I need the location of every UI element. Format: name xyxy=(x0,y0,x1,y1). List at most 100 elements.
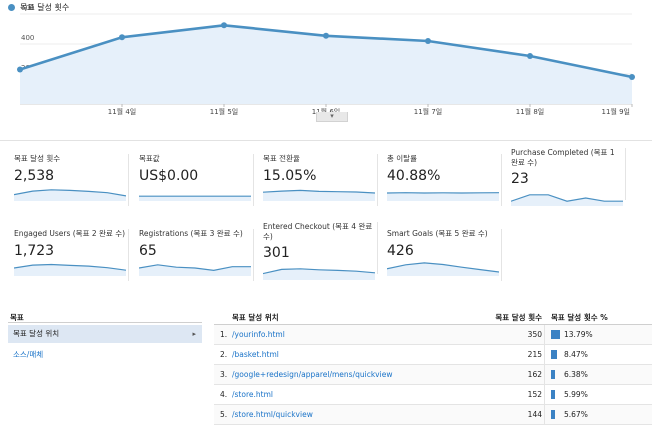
table-row: 5. /store.html/quickview 144 5.67% xyxy=(214,405,652,425)
sparkline-line xyxy=(387,262,499,273)
metric-value: 40.88% xyxy=(387,168,441,184)
row-page-link[interactable]: /basket.html xyxy=(232,350,279,359)
metric-tile[interactable]: 목표값 US$0.00 xyxy=(139,154,254,206)
row-share-bar xyxy=(551,370,555,379)
metric-tile[interactable]: Smart Goals (목표 5 완료 수) 426 xyxy=(387,229,502,281)
sparkline-line xyxy=(511,194,623,202)
column-separator xyxy=(544,345,545,364)
metric-value: 301 xyxy=(263,245,290,261)
metric-tile[interactable]: Engaged Users (목표 2 완료 수) 1,723 xyxy=(14,229,129,281)
sparkline-area xyxy=(511,194,623,206)
chart-legend: 목표 달성 횟수 xyxy=(8,2,69,13)
sparkline-line xyxy=(14,189,126,197)
goal-location-table: 목표 달성 위치 목표 달성 횟수 목표 달성 횟수 % 1. /yourinfo… xyxy=(214,312,652,425)
row-share-bar xyxy=(551,330,560,339)
goal-dimension-label: 목표 달성 위치 xyxy=(13,329,60,338)
header-pct[interactable]: 목표 달성 횟수 % xyxy=(551,313,608,322)
metric-tile[interactable]: 목표 전환율 15.05% xyxy=(263,154,378,206)
sparkline-line xyxy=(139,264,251,272)
source-medium-link[interactable]: 소스/매체 xyxy=(13,350,44,359)
sparkline-area xyxy=(387,262,499,276)
sparkline-area xyxy=(263,268,375,280)
metric-value: 1,723 xyxy=(14,243,55,259)
column-separator xyxy=(544,365,545,384)
chevron-down-icon[interactable]: ▾ xyxy=(316,112,348,122)
row-share-bar xyxy=(551,350,557,359)
header-count[interactable]: 목표 달성 횟수 xyxy=(495,313,542,322)
row-pct: 13.79% xyxy=(564,330,593,339)
metric-value: 2,538 xyxy=(14,168,55,184)
row-count: 215 xyxy=(527,350,542,359)
table-row: 2. /basket.html 215 8.47% xyxy=(214,345,652,365)
metric-tile[interactable]: Registrations (목표 3 완료 수) 65 xyxy=(139,229,254,281)
data-point xyxy=(17,66,23,73)
data-point xyxy=(221,22,227,29)
row-count: 144 xyxy=(527,410,542,419)
section-divider xyxy=(0,140,652,141)
row-index: 4. xyxy=(220,390,228,399)
metric-tile[interactable]: Entered Checkout (목표 4 완료 수) 301 xyxy=(263,222,378,280)
goal-panel-divider xyxy=(8,322,202,323)
header-page[interactable]: 목표 달성 위치 xyxy=(232,313,279,322)
sparkline xyxy=(387,262,499,276)
metric-value: US$0.00 xyxy=(139,168,199,184)
row-page-link[interactable]: /yourinfo.html xyxy=(232,330,285,339)
metric-label: Entered Checkout (목표 4 완료 수) xyxy=(263,222,373,241)
goal-dimension-selected[interactable]: 목표 달성 위치 ▸ xyxy=(8,325,202,343)
data-point xyxy=(119,34,125,41)
sparkline xyxy=(387,192,499,201)
x-tick-label: 11월 6일 xyxy=(312,107,340,116)
metric-label: 목표값 xyxy=(139,154,160,163)
sparkline-area xyxy=(263,190,375,201)
metric-label: Registrations (목표 3 완료 수) xyxy=(139,229,243,238)
row-pct: 5.67% xyxy=(564,410,588,419)
metric-label: 목표 달성 횟수 xyxy=(14,154,61,163)
x-tick-label: 11월 5일 xyxy=(210,107,238,116)
sparkline-line xyxy=(263,268,375,275)
metric-tile[interactable]: 총 이탈률 40.88% xyxy=(387,154,502,206)
row-pct: 5.99% xyxy=(564,390,588,399)
x-tick-label: 11월 7일 xyxy=(414,107,442,116)
row-index: 2. xyxy=(220,350,228,359)
data-point xyxy=(425,38,431,44)
x-tick-label: 11월 4일 xyxy=(108,107,136,116)
metric-label: Engaged Users (목표 2 완료 수) xyxy=(14,229,126,238)
metric-label: Smart Goals (목표 5 완료 수) xyxy=(387,229,488,238)
row-share-bar xyxy=(551,390,555,399)
sparkline-area xyxy=(139,264,251,276)
row-count: 350 xyxy=(527,330,542,339)
sparkline xyxy=(139,195,251,201)
metric-tile[interactable]: 목표 달성 횟수 2,538 xyxy=(14,154,129,206)
metric-tile[interactable]: Purchase Completed (목표 1 완료 수) 23 xyxy=(511,148,626,206)
row-share-bar xyxy=(551,410,555,419)
row-page-link[interactable]: /store.html xyxy=(232,390,273,399)
table-row: 1. /yourinfo.html 350 13.79% xyxy=(214,325,652,345)
y-tick-label: 400 xyxy=(21,34,34,42)
row-index: 5. xyxy=(220,410,228,419)
row-index: 1. xyxy=(220,330,228,339)
table-row: 4. /store.html 152 5.99% xyxy=(214,385,652,405)
metric-value: 65 xyxy=(139,243,157,259)
metric-value: 15.05% xyxy=(263,168,317,184)
goal-panel-header: 목표 xyxy=(10,313,24,322)
row-page-link[interactable]: /google+redesign/apparel/mens/quickview xyxy=(232,370,393,379)
legend-label: 목표 달성 횟수 xyxy=(20,3,70,12)
sparkline xyxy=(263,189,375,201)
sparkline xyxy=(139,264,251,276)
metric-value: 23 xyxy=(511,171,529,187)
sparkline xyxy=(14,189,126,201)
data-point xyxy=(629,74,635,80)
table-row: 3. /google+redesign/apparel/mens/quickvie… xyxy=(214,365,652,385)
column-separator xyxy=(544,325,545,344)
sparkline xyxy=(14,263,126,276)
y-tick-label: 600 xyxy=(21,4,34,12)
column-separator xyxy=(544,405,545,424)
sparkline-line xyxy=(14,263,126,271)
row-index: 3. xyxy=(220,370,228,379)
row-page-link[interactable]: /store.html/quickview xyxy=(232,410,313,419)
x-tick-label: 11월 8일 xyxy=(516,107,544,116)
metric-label: 총 이탈률 xyxy=(387,154,417,163)
sparkline xyxy=(511,194,623,206)
sparkline-area xyxy=(139,196,251,201)
